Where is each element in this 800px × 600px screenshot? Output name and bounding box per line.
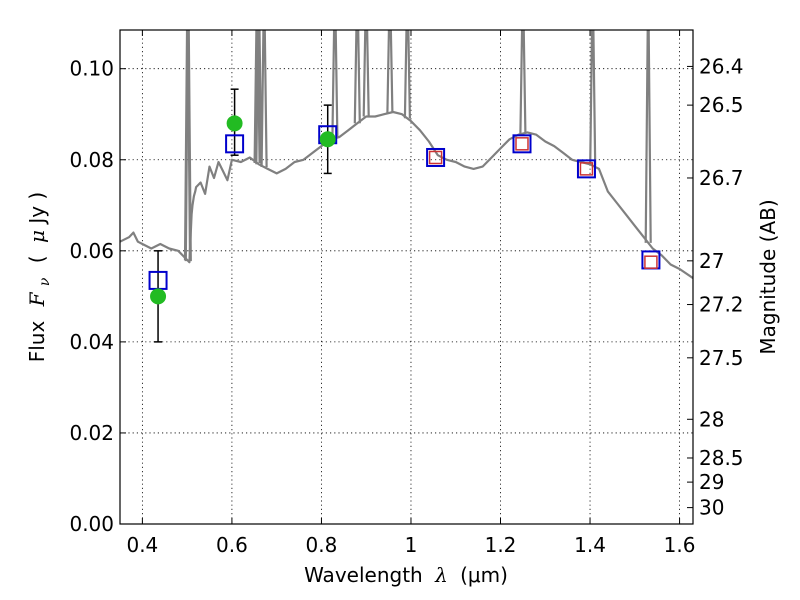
x-tick-label: 1.4 [574,533,606,557]
emission-line-spike [353,30,361,124]
emission-line-spike [644,30,652,243]
mag-tick-label: 30 [699,496,724,520]
x-tick-label: 1 [405,533,418,557]
ir-photometry-square [428,150,443,165]
model-photometry-square [426,147,446,167]
y-axis-label-symbol: F [25,291,49,307]
emission-line-spike [403,30,411,119]
x-tick-label: 0.4 [126,533,158,557]
ir-photometry-square [515,137,529,151]
y-axis-label-subscript: ν [37,277,53,286]
photometry-markers [148,115,661,305]
error-bars [154,88,332,343]
x-tick-label: 1.6 [664,533,696,557]
emission-line-spike [386,30,394,113]
mag-tick-label: 26.7 [699,166,744,190]
mag-tick-label: 26.5 [699,93,744,117]
emission-line-spike [331,30,339,139]
optical-photometry-point [226,115,243,132]
x-axis-label-unit: (μm) [460,563,508,587]
model-photometry-square [576,159,596,179]
y-axis-label-unit-close: Jy ) [25,192,49,226]
optical-photometry-point [150,288,167,305]
model-spectrum-layer [120,30,693,280]
x-tick-label: 1.2 [485,533,517,557]
emission-line-spike [260,30,268,168]
y-axis-label-text: Flux [25,321,49,363]
grid-lines [120,30,693,525]
mag-tick-label: 29 [699,470,724,494]
ir-photometry-square [579,162,594,176]
y-axis-label-unit-open: ( [25,255,49,263]
emission-line-spike [253,30,261,164]
y-tick-label: 0.00 [69,512,114,536]
model-photometry-square [512,134,532,154]
mag-tick-label: 27 [699,249,724,273]
mag-tick-label: 26.4 [699,54,744,78]
model-spectrum-line [120,110,693,280]
y-tick-label: 0.04 [69,330,114,354]
emission-line-spike [519,30,527,134]
ir-photometry-square [644,255,658,269]
emission-line-spike [255,30,263,165]
y-tick-label: 0.02 [69,421,114,445]
y-axis-label: Flux F ν ( μ Jy ) [25,192,54,363]
emission-line-spike [184,30,192,262]
y-tick-label: 0.10 [69,57,114,81]
y-tick-label: 0.06 [69,239,114,263]
x-axis-label-symbol: λ [434,563,448,587]
mag-tick-label: 28.5 [699,446,744,470]
plot-frame [119,29,694,525]
mag-tick-label: 28 [699,407,724,431]
emission-line-spike [362,30,370,117]
mag-tick-label: 27.5 [699,346,744,370]
x-tick-label: 0.8 [306,533,338,557]
y2-axis-label: Magnitude (AB) [756,199,780,354]
x-tick-label: 0.6 [216,533,248,557]
optical-photometry-point [319,131,336,148]
y-axis-label-unit-mu: μ [25,230,49,243]
x-axis-label-text: Wavelength [304,563,423,587]
mag-tick-label: 27.2 [699,293,744,317]
model-photometry-square [225,134,245,154]
emission-line-spike [589,30,597,166]
y-tick-label: 0.08 [69,148,114,172]
axis-ticks: 0.4 0.6 0.8 1 1.2 1.4 1.6 0.00 0.02 0.04 0.06 0.08 0… [69,30,744,557]
x-axis-label: Wavelength λ (μm) [304,563,508,587]
